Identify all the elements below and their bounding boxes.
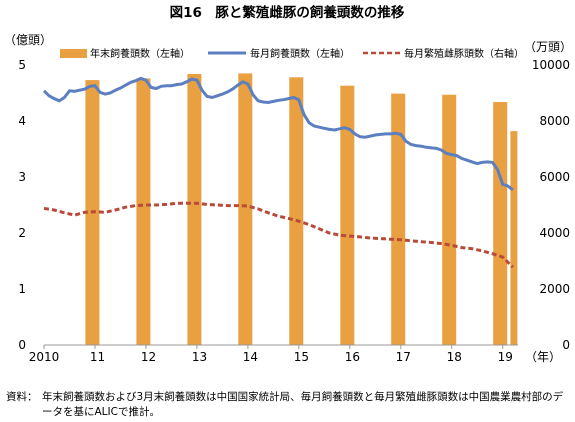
x-tick-label: 2010 xyxy=(29,350,60,364)
x-axis-ticks: 2010 11 12 13 14 15 16 17 18 19 xyxy=(29,345,513,364)
left-tick-label: 4 xyxy=(18,114,26,128)
bar xyxy=(187,74,202,345)
chart-title: 図16 豚と繁殖雌豚の飼養頭数の推移 xyxy=(170,4,405,21)
source-note-text: 年末飼養頭数および3月末飼養頭数は中国国家統計局、毎月飼養頭数と毎月繁殖雌豚頭数… xyxy=(42,391,564,418)
left-tick-label: 0 xyxy=(18,338,26,352)
x-tick-label: 11 xyxy=(90,350,105,364)
legend: 年末飼養頭数（左軸） 毎月飼養頭数（左軸） 毎月繁殖雌豚頭数（右軸） xyxy=(60,47,524,60)
bar xyxy=(289,77,304,346)
right-tick-label: 4000 xyxy=(539,226,570,240)
x-axis-unit: （年） xyxy=(525,350,561,364)
right-tick-label: 0 xyxy=(562,338,570,352)
left-axis-ticks: 0 1 2 3 4 5 xyxy=(18,58,26,352)
bar-series xyxy=(85,73,518,346)
chart: 図16 豚と繁殖雌豚の飼養頭数の推移 （億頭） （万頭） （年） 年末飼養頭数（… xyxy=(4,4,572,364)
source-note-label: 資料： xyxy=(6,391,38,403)
x-tick-label: 17 xyxy=(396,350,411,364)
x-tick-label: 15 xyxy=(294,350,309,364)
right-axis-title: （万頭） xyxy=(524,40,572,54)
bar xyxy=(238,73,253,346)
left-tick-label: 5 xyxy=(18,58,26,72)
bar xyxy=(493,102,508,345)
x-tick-label: 14 xyxy=(243,350,258,364)
right-tick-label: 10000 xyxy=(532,58,570,72)
bar xyxy=(340,85,355,345)
right-axis-ticks: 0 2000 4000 6000 8000 10000 xyxy=(532,58,570,352)
x-tick-label: 12 xyxy=(141,350,156,364)
left-tick-label: 2 xyxy=(18,226,26,240)
x-tick-label: 18 xyxy=(447,350,462,364)
left-tick-label: 1 xyxy=(18,282,26,296)
legend-bar-label: 年末飼養頭数（左軸） xyxy=(90,47,190,60)
x-tick-label: 19 xyxy=(498,350,513,364)
right-tick-label: 2000 xyxy=(539,282,570,296)
bar xyxy=(391,93,406,345)
left-tick-label: 3 xyxy=(18,170,26,184)
monthly-series-line xyxy=(42,76,514,192)
right-tick-label: 8000 xyxy=(539,114,570,128)
bar xyxy=(442,94,457,345)
x-tick-label: 16 xyxy=(345,350,360,364)
legend-sows-label: 毎月繁殖雌豚頭数（右軸） xyxy=(404,47,524,60)
legend-monthly-label: 毎月飼養頭数（左軸） xyxy=(250,47,350,60)
bar xyxy=(136,78,151,346)
x-tick-label: 13 xyxy=(192,350,207,364)
right-tick-label: 6000 xyxy=(539,170,570,184)
left-axis-title: （億頭） xyxy=(4,33,52,47)
legend-bar-swatch xyxy=(60,49,87,58)
bar xyxy=(510,131,518,345)
